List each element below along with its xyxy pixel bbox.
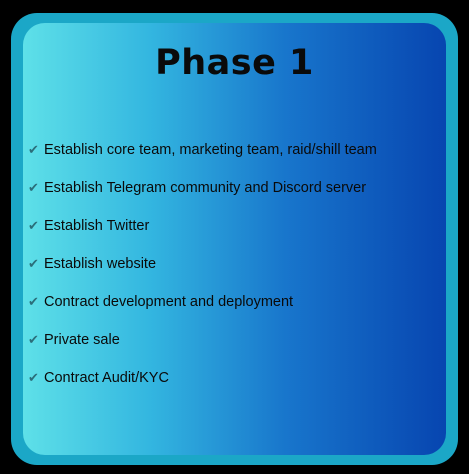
list-item-text: Private sale [44,332,120,348]
check-icon: ✔︎ [28,294,39,310]
list-item: ✔︎ Contract Audit/KYC [28,359,377,397]
phase-title: Phase 1 [155,43,314,83]
list-item-text: Contract Audit/KYC [44,370,169,386]
check-icon: ✔︎ [28,256,39,272]
list-item-text: Establish core team, marketing team, rai… [44,142,377,158]
list-item: ✔︎ Private sale [28,321,377,359]
milestone-list: ✔︎ Establish core team, marketing team, … [28,131,377,397]
list-item-text: Establish website [44,256,157,272]
list-item-text: Contract development and deployment [44,294,294,310]
list-item-text: Establish Twitter [44,218,150,234]
check-icon: ✔︎ [28,142,39,158]
phase-card: Phase 1 ✔︎ Establish core team, marketin… [23,23,446,455]
list-item: ✔︎ Contract development and deployment [28,283,377,321]
list-item: ✔︎ Establish Twitter [28,207,377,245]
check-icon: ✔︎ [28,332,39,348]
list-item-text: Establish Telegram community and Discord… [44,180,367,196]
check-icon: ✔︎ [28,180,39,196]
check-icon: ✔︎ [28,370,39,386]
list-item: ✔︎ Establish core team, marketing team, … [28,131,377,169]
list-item: ✔︎ Establish website [28,245,377,283]
check-icon: ✔︎ [28,218,39,234]
list-item: ✔︎ Establish Telegram community and Disc… [28,169,377,207]
